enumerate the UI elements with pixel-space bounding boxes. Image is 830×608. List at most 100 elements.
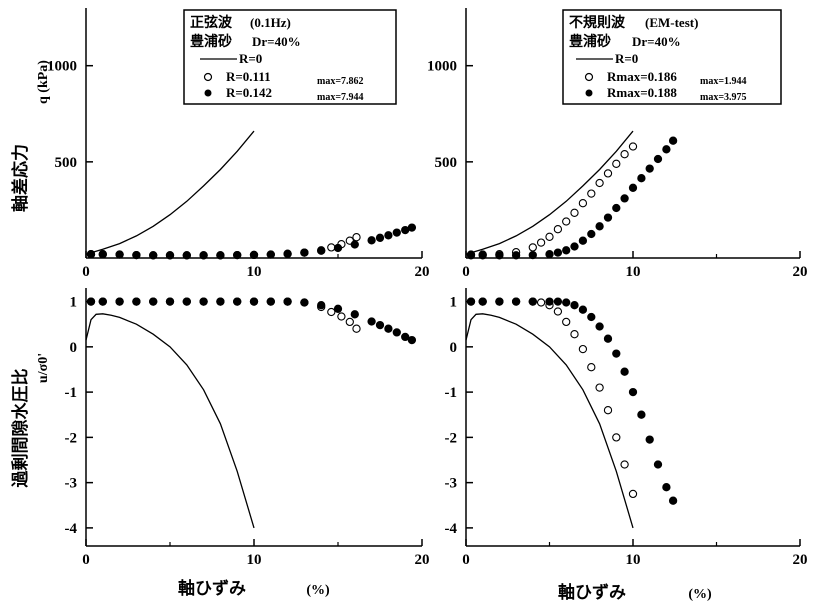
data-point-filled — [653, 460, 663, 469]
data-point-filled — [595, 222, 604, 231]
data-point-filled — [668, 496, 678, 505]
ylabel-bottom-unit: u/σ0' — [36, 353, 51, 383]
data-point-filled — [562, 298, 571, 307]
data-point-open — [628, 142, 638, 151]
data-point-filled — [384, 231, 393, 240]
data-point-filled — [587, 312, 596, 322]
legend-left-entry-1: R=0.111 — [226, 69, 271, 84]
x-tick-label: 10 — [626, 264, 641, 280]
x-tick-label: 10 — [626, 552, 641, 568]
data-point-filled — [317, 301, 326, 310]
data-point-filled — [662, 145, 671, 154]
series-line-r0 — [465, 130, 634, 255]
data-point-filled — [350, 310, 359, 319]
legend-left-entry-2-note: max=7.944 — [317, 92, 364, 103]
legend-left: 正弦波 (0.1Hz) 豊浦砂 Dr=40% R=0 R=0.111 max=7… — [183, 9, 397, 105]
data-point-open — [628, 489, 638, 499]
data-point-filled — [528, 297, 537, 306]
data-point-filled — [86, 297, 96, 306]
data-point-open — [352, 324, 361, 333]
data-point-filled — [637, 410, 646, 419]
ylabel-bottom-jp: 過剰間隙水圧比 — [10, 369, 31, 488]
y-tick-label: -2 — [445, 430, 458, 446]
legend-left-sand: 豊浦砂 — [190, 33, 232, 50]
data-point-open — [612, 159, 621, 168]
data-point-filled — [283, 297, 292, 306]
legend-right-entry-2-note: max=3.975 — [700, 92, 747, 103]
data-point-filled — [375, 233, 385, 242]
data-point-filled — [478, 297, 487, 306]
data-point-filled — [645, 164, 654, 173]
y-tick-label: 0 — [70, 340, 78, 356]
legend-left-entry-0: R=0 — [239, 51, 262, 66]
data-point-filled — [86, 250, 96, 259]
data-point-filled — [578, 236, 588, 245]
legend-left-dr: Dr=40% — [252, 34, 301, 49]
data-point-open — [553, 225, 563, 234]
data-point-filled — [249, 297, 259, 306]
data-point-open — [337, 312, 346, 321]
y-tick-label: 500 — [435, 155, 458, 171]
data-point-filled — [98, 250, 107, 259]
legend-right-sand: 豊浦砂 — [569, 33, 611, 50]
legend-left-title-note: (0.1Hz) — [250, 15, 291, 30]
data-point-open — [570, 208, 579, 217]
legend-right-title-note: (EM-test) — [645, 15, 698, 30]
data-point-filled — [595, 322, 604, 331]
y-tick-label: -3 — [65, 476, 78, 492]
y-tick-label: 1000 — [427, 59, 457, 75]
data-point-filled — [511, 297, 521, 306]
data-point-open — [528, 243, 537, 252]
y-tick-label: -1 — [445, 385, 458, 401]
data-point-filled — [115, 250, 124, 259]
xlabel-right-unit: (%) — [688, 587, 712, 602]
data-point-open — [352, 233, 361, 242]
data-point-filled — [637, 174, 646, 183]
data-point-filled — [466, 251, 476, 260]
data-point-filled — [587, 229, 596, 239]
data-point-open — [562, 317, 571, 327]
data-point-filled — [216, 297, 225, 306]
y-tick-label: -3 — [445, 476, 458, 492]
data-point-filled — [182, 297, 191, 306]
data-point-filled — [199, 251, 208, 260]
data-point-filled — [528, 250, 537, 260]
data-point-filled — [511, 251, 521, 260]
legend-right-filled-marker — [585, 89, 593, 97]
legend-left-entry-1-note: max=7.862 — [317, 76, 364, 87]
series-line-r0 — [85, 130, 255, 255]
data-point-filled — [620, 194, 629, 203]
x-tick-label: 20 — [415, 264, 430, 280]
data-point-open — [587, 189, 596, 198]
data-point-open — [578, 344, 588, 354]
data-point-filled — [401, 332, 410, 342]
data-point-open — [562, 217, 571, 226]
data-point-filled — [570, 242, 579, 251]
y-tick-label: 1000 — [47, 59, 77, 75]
data-point-open — [603, 169, 613, 178]
legend-left-open-marker — [203, 72, 213, 82]
legend-right-entry-1: Rmax=0.186 — [607, 69, 677, 84]
y-tick-label: 1 — [450, 295, 458, 311]
data-point-filled — [653, 154, 663, 164]
legend-right-entry-0: R=0 — [615, 51, 638, 66]
data-point-open — [327, 307, 336, 317]
series-line-r0 — [465, 313, 634, 529]
data-point-filled — [407, 335, 417, 345]
x-tick-label: 20 — [793, 552, 808, 568]
data-point-filled — [478, 251, 487, 260]
xlabel-left-jp: 軸ひずみ — [178, 578, 246, 599]
ylabel-top-jp: 軸差応力 — [10, 144, 31, 212]
data-point-filled — [620, 367, 629, 376]
data-point-filled — [249, 250, 259, 260]
data-point-filled — [165, 251, 175, 260]
legend-left-box — [183, 9, 397, 105]
ylabel-top-unit: q (kPa) — [36, 60, 51, 104]
data-point-filled — [553, 248, 563, 257]
data-point-filled — [233, 297, 242, 306]
data-point-filled — [233, 250, 242, 260]
legend-right: 不規則波 (EM-test) 豊浦砂 Dr=40% R=0 Rmax=0.186… — [562, 9, 782, 105]
data-point-filled — [300, 248, 309, 257]
data-point-filled — [662, 483, 671, 492]
